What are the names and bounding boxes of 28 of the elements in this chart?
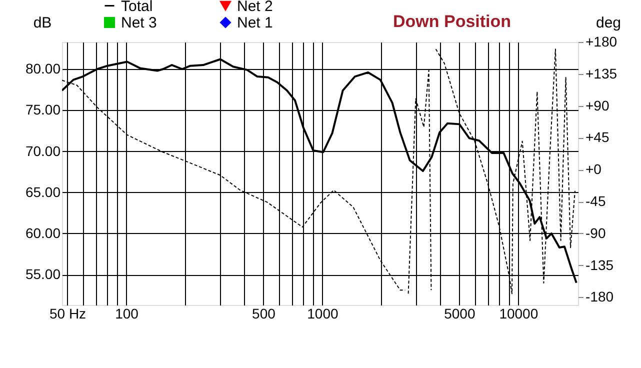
legend-label: Net 2: [237, 0, 273, 15]
y2-tick-label: -90: [586, 224, 606, 241]
y2-tick-label: -45: [586, 193, 606, 209]
x-tick-label: 5000: [444, 306, 476, 322]
x-tick-label: 50 Hz: [49, 306, 86, 322]
x-tick-label: 500: [252, 306, 276, 322]
y2-tick-label: +0: [586, 161, 602, 178]
y2-tick-label: -180: [586, 288, 614, 305]
y2-tick-label: +180: [586, 34, 618, 50]
y-tick-label: 65.00: [25, 184, 61, 200]
y2-axis-title: deg: [596, 14, 622, 32]
y-tick-label: 70.00: [25, 142, 61, 159]
y2-tick-label: -135: [586, 256, 614, 273]
x-tick-label: 100: [115, 306, 139, 322]
legend-label: Total: [121, 0, 153, 15]
x-tick-label: 10000: [499, 306, 538, 322]
y-tick-label: 60.00: [25, 224, 61, 241]
y2-tick-label: +90: [586, 97, 610, 114]
y-tick-label: 55.00: [25, 266, 61, 282]
legend-label: Net 3: [121, 14, 157, 32]
y-tick-label: 75.00: [25, 102, 61, 118]
chart-title: Down Position: [392, 12, 512, 31]
y-axis-title: dB: [33, 14, 52, 32]
y2-tick-label: +135: [586, 65, 618, 82]
x-tick-label: 1000: [307, 306, 338, 322]
y2-tick-label: +45: [586, 129, 610, 146]
legend-label: Net 1: [237, 14, 273, 32]
y-tick-label: 80.00: [25, 60, 61, 77]
